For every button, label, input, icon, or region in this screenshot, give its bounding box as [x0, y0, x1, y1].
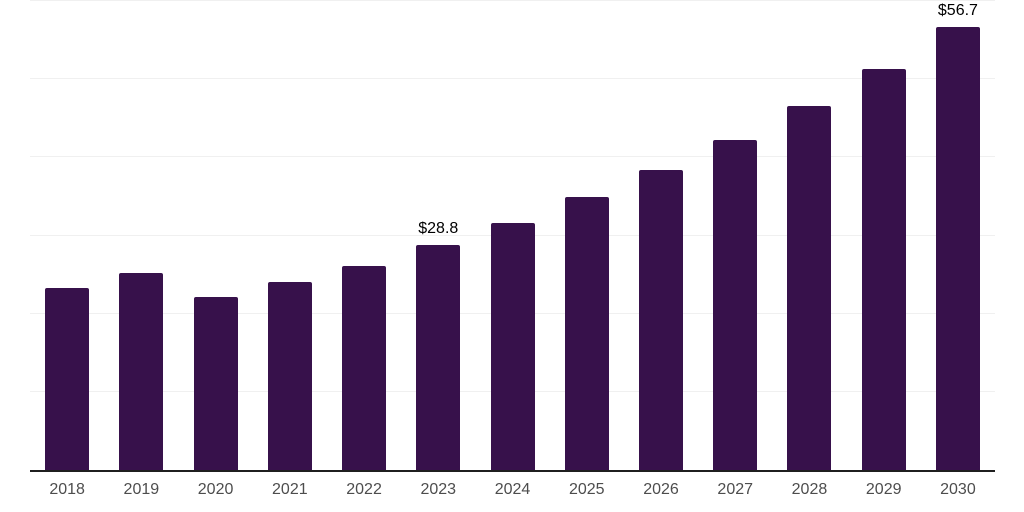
- x-tick-label-2019: 2019: [123, 481, 160, 498]
- bar-2018: [45, 287, 90, 470]
- bar-value-label-2030: $56.7: [937, 1, 978, 19]
- bar-group-2030: $56.7: [921, 0, 995, 470]
- x-tick-label-2025: 2025: [568, 481, 605, 498]
- bar-group-2022: [327, 0, 401, 470]
- bar-2019: [119, 273, 164, 470]
- bar-group-2020: [178, 0, 252, 470]
- bar-series: $28.8 $56.7: [30, 0, 995, 470]
- bar-group-2021: [253, 0, 327, 470]
- plot-area: $28.8 $56.7: [30, 0, 995, 472]
- x-tick-label-2021: 2021: [272, 481, 308, 498]
- x-tick-label-2029: 2029: [865, 481, 902, 498]
- bar-group-2025: [550, 0, 624, 470]
- bar-group-2029: [847, 0, 921, 470]
- bar-group-2024: [475, 0, 549, 470]
- bar-2020: [193, 297, 238, 470]
- bar-group-2027: [698, 0, 772, 470]
- bar-value-label-2023: $28.8: [418, 219, 459, 237]
- bar-2030: [935, 26, 980, 470]
- bar-2021: [267, 282, 312, 470]
- x-tick-label-2027: 2027: [717, 481, 754, 498]
- gridline-50: [30, 78, 995, 80]
- x-tick-label-2020: 2020: [197, 481, 234, 498]
- bar-2024: [490, 223, 535, 470]
- gridline-40: [30, 156, 995, 158]
- bar-2022: [342, 266, 387, 470]
- gridline-60: [30, 0, 995, 1]
- x-tick-label-2018: 2018: [49, 481, 85, 498]
- bar-group-2028: [772, 0, 846, 470]
- x-tick-label-2030: 2030: [940, 481, 976, 498]
- bar-2029: [861, 69, 906, 470]
- bar-group-2023: $28.8: [401, 0, 475, 470]
- x-axis-labels: 2018 2019 2020 2021 2022 2023 2024 2025 2026 2027…: [30, 480, 995, 500]
- bar-2023: [416, 244, 461, 470]
- bar-group-2018: [30, 0, 104, 470]
- bar-2026: [638, 169, 683, 470]
- bar-group-2019: [104, 0, 178, 470]
- x-tick-label-2024: 2024: [494, 481, 531, 498]
- bar-2025: [564, 197, 609, 470]
- x-tick-label-2023: 2023: [420, 481, 457, 498]
- x-tick-label-2026: 2026: [643, 481, 679, 498]
- bar-2027: [713, 140, 758, 470]
- x-tick-label-2022: 2022: [346, 481, 382, 498]
- x-tick-label-2028: 2028: [791, 481, 828, 498]
- bar-group-2026: [624, 0, 698, 470]
- bar-2028: [787, 105, 832, 470]
